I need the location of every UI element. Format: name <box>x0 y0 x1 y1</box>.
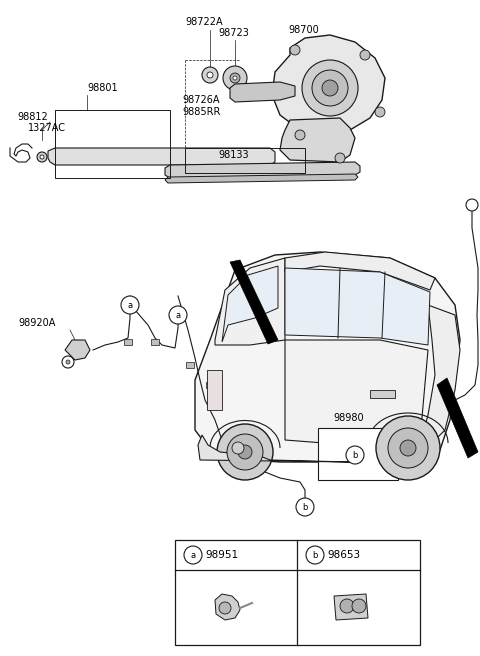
Text: 98812: 98812 <box>17 112 48 122</box>
Text: 98951: 98951 <box>205 550 238 560</box>
Text: a: a <box>127 300 132 310</box>
Circle shape <box>238 445 252 459</box>
Circle shape <box>340 599 354 613</box>
Text: a: a <box>175 310 180 319</box>
Circle shape <box>306 546 324 564</box>
Circle shape <box>169 306 187 324</box>
Circle shape <box>295 130 305 140</box>
Circle shape <box>230 73 240 83</box>
Bar <box>151 339 159 345</box>
Text: 98722A: 98722A <box>185 17 223 27</box>
Circle shape <box>233 76 237 80</box>
Circle shape <box>223 66 247 90</box>
Circle shape <box>66 360 70 364</box>
Circle shape <box>217 424 273 480</box>
Circle shape <box>388 428 428 468</box>
Polygon shape <box>48 148 275 165</box>
Polygon shape <box>230 260 278 344</box>
Text: 98726A: 98726A <box>182 95 219 105</box>
Polygon shape <box>198 435 350 462</box>
Bar <box>175 540 420 645</box>
Bar <box>55 110 170 178</box>
Text: b: b <box>352 451 358 459</box>
Circle shape <box>227 434 263 470</box>
Bar <box>186 362 194 368</box>
Polygon shape <box>165 174 358 183</box>
Circle shape <box>466 199 478 211</box>
Circle shape <box>302 60 358 116</box>
Bar <box>185 148 305 173</box>
Text: 98653: 98653 <box>327 550 360 560</box>
Circle shape <box>335 153 345 163</box>
Polygon shape <box>230 82 295 102</box>
Circle shape <box>360 50 370 60</box>
Polygon shape <box>334 594 368 620</box>
Circle shape <box>312 70 348 106</box>
Polygon shape <box>285 268 430 345</box>
Text: 98700: 98700 <box>288 25 319 35</box>
Text: 1327AC: 1327AC <box>28 123 66 133</box>
Text: 98980: 98980 <box>333 413 364 423</box>
Circle shape <box>62 356 74 368</box>
Polygon shape <box>280 118 355 162</box>
Circle shape <box>375 107 385 117</box>
Circle shape <box>322 80 338 96</box>
Bar <box>318 428 398 480</box>
Circle shape <box>40 155 44 159</box>
Circle shape <box>376 416 440 480</box>
Bar <box>370 390 395 398</box>
Circle shape <box>346 446 364 464</box>
Polygon shape <box>65 340 90 360</box>
Circle shape <box>352 599 366 613</box>
Text: b: b <box>312 550 318 560</box>
Polygon shape <box>415 305 460 452</box>
Text: a: a <box>191 550 195 560</box>
Circle shape <box>219 602 231 614</box>
Polygon shape <box>195 252 460 462</box>
Polygon shape <box>437 378 478 458</box>
Bar <box>207 370 222 410</box>
Polygon shape <box>222 266 278 342</box>
Circle shape <box>37 152 47 162</box>
Polygon shape <box>285 340 428 445</box>
Bar <box>206 382 214 388</box>
Text: 98133: 98133 <box>218 150 249 160</box>
Circle shape <box>290 45 300 55</box>
Polygon shape <box>165 162 360 178</box>
Polygon shape <box>215 258 285 345</box>
Polygon shape <box>285 252 435 290</box>
Circle shape <box>296 498 314 516</box>
Text: 98920A: 98920A <box>18 318 55 328</box>
Circle shape <box>202 67 218 83</box>
Circle shape <box>184 546 202 564</box>
Bar <box>124 339 132 345</box>
Polygon shape <box>272 35 385 135</box>
Circle shape <box>207 72 213 78</box>
Text: 98723: 98723 <box>218 28 249 38</box>
Circle shape <box>121 296 139 314</box>
Circle shape <box>232 442 244 454</box>
Text: 98801: 98801 <box>87 83 118 93</box>
Polygon shape <box>215 594 240 620</box>
Text: b: b <box>302 502 308 512</box>
Text: 9885RR: 9885RR <box>182 107 220 117</box>
Circle shape <box>400 440 416 456</box>
